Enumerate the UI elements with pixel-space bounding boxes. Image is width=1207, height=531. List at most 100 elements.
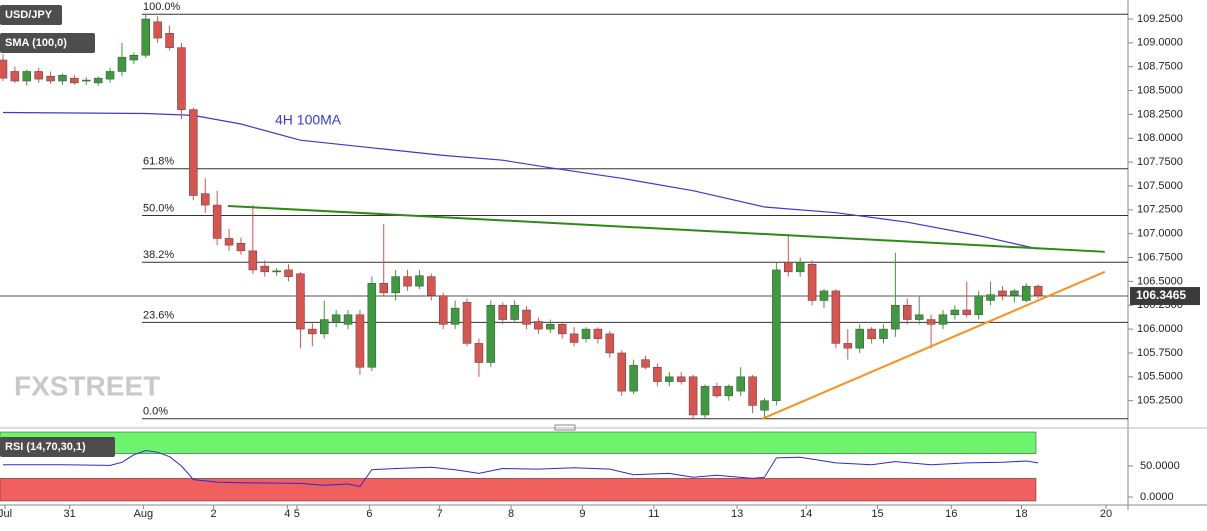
x-tick-label: 14 xyxy=(800,508,812,520)
candle-body xyxy=(712,386,722,397)
x-tick-label: 8 xyxy=(508,508,514,520)
candle-body xyxy=(260,265,269,273)
candle-body xyxy=(165,33,174,48)
x-tick-label: 20 xyxy=(1100,508,1112,520)
candle-body xyxy=(510,304,519,320)
candle-body xyxy=(355,314,365,368)
watermark: FXSTREET xyxy=(14,370,160,401)
candle-body xyxy=(807,263,817,301)
fib-label: 23.6% xyxy=(143,309,174,321)
trend-line xyxy=(227,205,1105,253)
y-tick-label: 108.0000 xyxy=(1137,132,1183,144)
fib-label: 50.0% xyxy=(143,202,174,214)
candle-body xyxy=(141,18,151,56)
indicator-badge-box xyxy=(0,33,95,53)
fib-label: 100.0% xyxy=(143,1,181,13)
candle-body xyxy=(153,21,162,39)
candle-body xyxy=(296,273,305,330)
candle-body xyxy=(403,276,412,287)
candle-body xyxy=(974,295,983,316)
candle-body xyxy=(46,75,55,82)
candle-body xyxy=(843,343,853,349)
x-tick-label: Jul xyxy=(0,508,12,520)
candle-body xyxy=(105,71,115,80)
candle-body xyxy=(462,302,472,344)
rsi-badge: RSI (14,70,30,1) xyxy=(5,441,86,453)
candle-body xyxy=(534,321,543,330)
x-tick-label: 15 xyxy=(871,508,883,520)
x-tick-label: 4 xyxy=(284,508,290,520)
y-tick-label: 105.2500 xyxy=(1137,395,1183,407)
rsi-badge-box xyxy=(0,437,115,457)
candle-body xyxy=(653,367,662,382)
y-tick-label: 107.7500 xyxy=(1137,156,1183,168)
candle-body xyxy=(272,270,281,273)
candle-body xyxy=(248,250,258,271)
sma-line xyxy=(2,111,1039,250)
candle-body xyxy=(415,275,424,287)
candle-body xyxy=(319,319,329,335)
x-tick-label: 18 xyxy=(1015,508,1027,520)
candle-body xyxy=(284,269,293,277)
candle-body xyxy=(950,309,960,316)
y-tick-label: 107.2500 xyxy=(1137,204,1183,216)
indicator-badge: SMA (100,0) xyxy=(5,37,67,49)
candle-body xyxy=(688,376,698,416)
y-tick-label: 108.7500 xyxy=(1137,61,1183,73)
candle-body xyxy=(177,47,186,110)
candle-body xyxy=(569,333,579,343)
candle-body xyxy=(498,304,507,320)
trend-line xyxy=(761,270,1106,420)
candle-body xyxy=(201,193,210,206)
candle-body xyxy=(522,309,531,325)
y-tick-label: 109.2500 xyxy=(1137,13,1183,25)
y-tick-label: 105.7500 xyxy=(1137,347,1183,359)
candle-body xyxy=(236,242,246,252)
x-tick-label: 7 xyxy=(437,508,443,520)
candle-body xyxy=(772,269,781,401)
fib-label: 38.2% xyxy=(143,249,174,261)
candle-body xyxy=(1033,285,1043,296)
x-tick-label: 16 xyxy=(945,508,957,520)
y-tick-label: 106.0000 xyxy=(1137,323,1183,335)
candle-body xyxy=(129,54,139,61)
y-tick-label: 108.5000 xyxy=(1137,84,1183,96)
last-price-box xyxy=(1130,287,1200,306)
candle-body xyxy=(22,71,32,82)
candle-body xyxy=(724,386,734,397)
symbol-badge-box xyxy=(0,5,62,25)
candle-body xyxy=(926,319,936,325)
fib-label: 0.0% xyxy=(143,406,168,418)
candle-body xyxy=(795,262,805,273)
x-tick-label: 6 xyxy=(366,508,372,520)
last-price-label: 106.3465 xyxy=(1136,288,1186,302)
candle-body xyxy=(831,290,841,344)
rsi-line xyxy=(3,449,1039,488)
candle-body xyxy=(629,365,638,392)
rsi-lower-band xyxy=(0,478,1037,502)
candle-body xyxy=(189,109,198,196)
candle-body xyxy=(760,400,769,411)
candle-body xyxy=(331,314,341,322)
candle-body xyxy=(1022,285,1031,301)
candle-body xyxy=(891,304,900,330)
y-tick-label: 107.5000 xyxy=(1137,180,1183,192)
rsi-y-tick-label: 0.0000 xyxy=(1140,491,1174,503)
candle-body xyxy=(58,75,67,82)
candle-body xyxy=(486,304,496,363)
candle-body xyxy=(82,79,91,82)
x-tick-label: 11 xyxy=(648,508,659,520)
candle-body xyxy=(819,290,829,301)
candle-body xyxy=(438,295,448,325)
candle-body xyxy=(546,324,555,330)
fib-label: 61.8% xyxy=(143,156,174,168)
candle-body xyxy=(212,204,222,239)
x-tick-label: Aug xyxy=(134,508,154,520)
candle-body xyxy=(379,283,388,294)
candle-body xyxy=(962,309,972,316)
candle-body xyxy=(736,376,745,392)
candle-body xyxy=(593,328,603,339)
candle-body xyxy=(986,294,995,301)
